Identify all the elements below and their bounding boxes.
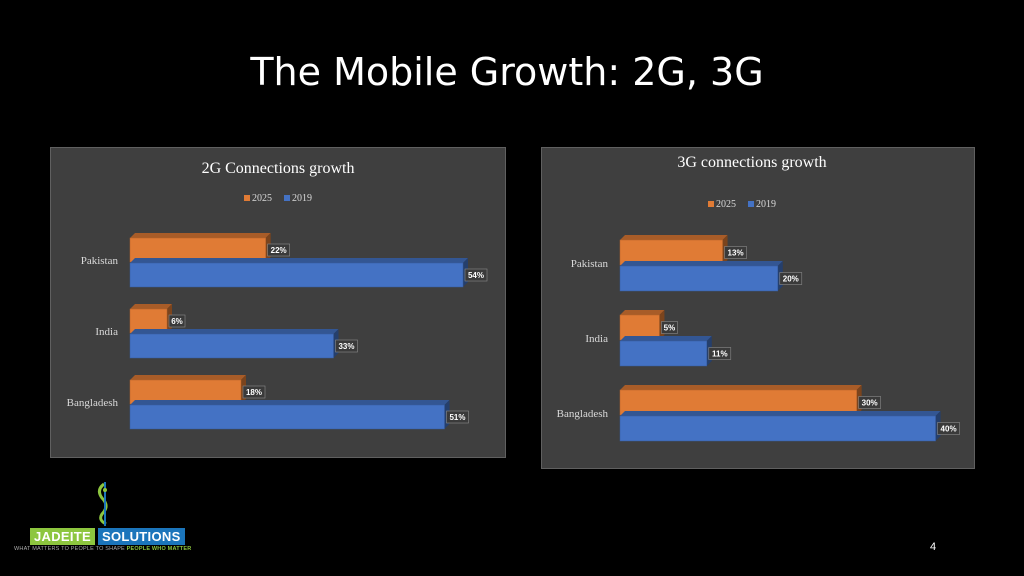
- data-label-2025-bangladesh: 18%: [242, 385, 266, 399]
- data-label-2025-india: 6%: [168, 314, 186, 328]
- chart-title: 2G Connections growth: [202, 160, 355, 177]
- data-label-2019-bangladesh: 40%: [937, 422, 960, 435]
- legend-swatch-2025: [244, 195, 250, 201]
- chart-2g-svg: 2G Connections growth 2025 2019 Pakistan 22%…: [67, 160, 488, 430]
- bar-2019-bangladesh: [129, 400, 450, 430]
- category-label-bangladesh: Bangladesh: [67, 397, 119, 409]
- logo-tagline: WHAT MATTERS TO PEOPLE TO SHAPE PEOPLE W…: [14, 546, 191, 552]
- category-label-pakistan: Pakistan: [81, 255, 119, 267]
- bar-2025-pakistan: [619, 235, 728, 266]
- bar-2025-india: [619, 310, 665, 341]
- legend-swatch-2025: [708, 201, 714, 207]
- bar-2019-pakistan: [619, 261, 783, 292]
- svg-text:5%: 5%: [664, 324, 676, 333]
- logo-word-jadeite: JADEITE: [30, 528, 96, 545]
- chart-2g-connections: 2G Connections growth 2025 2019 Pakistan 22%…: [50, 147, 506, 458]
- bar-2019-pakistan: [129, 258, 468, 288]
- category-label-pakistan: Pakistan: [571, 258, 609, 270]
- chart-3g-connections: 3G connections growth 2025 2019 Pakistan 13%…: [541, 147, 975, 469]
- svg-text:51%: 51%: [449, 413, 465, 422]
- logo-word-solutions: SOLUTIONS: [98, 528, 185, 545]
- svg-text:40%: 40%: [941, 425, 957, 434]
- chart-title: 3G connections growth: [677, 154, 826, 171]
- bar-2019-india: [619, 336, 712, 367]
- data-label-2025-pakistan: 13%: [724, 246, 747, 259]
- data-label-2025-india: 5%: [661, 321, 678, 334]
- legend-label-2019: 2019: [756, 199, 776, 210]
- bar-2025-bangladesh: [129, 375, 246, 405]
- svg-text:18%: 18%: [246, 388, 262, 397]
- bar-2019-india: [129, 329, 339, 359]
- data-label-2019-bangladesh: 51%: [446, 410, 469, 424]
- svg-text:20%: 20%: [783, 275, 799, 284]
- svg-text:11%: 11%: [712, 350, 728, 359]
- svg-text:6%: 6%: [171, 317, 183, 326]
- svg-text:54%: 54%: [468, 271, 484, 280]
- logo-mark-icon: [97, 482, 108, 526]
- svg-text:13%: 13%: [728, 249, 744, 258]
- logo-tagline-part1: WHAT MATTERS TO PEOPLE TO SHAPE: [14, 546, 125, 552]
- legend-label-2025: 2025: [716, 199, 736, 210]
- bar-2025-pakistan: [129, 233, 271, 263]
- slide-title: The Mobile Growth: 2G, 3G: [250, 50, 764, 94]
- data-label-2019-india: 33%: [335, 339, 358, 353]
- category-label-india: India: [95, 326, 118, 338]
- svg-text:22%: 22%: [271, 246, 287, 255]
- category-label-bangladesh: Bangladesh: [557, 408, 609, 420]
- svg-text:30%: 30%: [862, 399, 878, 408]
- category-label-india: India: [585, 333, 608, 345]
- legend-label-2019: 2019: [292, 193, 312, 204]
- bar-2019-bangladesh: [619, 411, 941, 442]
- legend-swatch-2019: [748, 201, 754, 207]
- company-logo: JADEITE SOLUTIONS WHAT MATTERS TO PEOPLE…: [10, 480, 210, 560]
- data-label-2019-india: 11%: [708, 347, 732, 360]
- data-label-2025-pakistan: 22%: [267, 243, 290, 257]
- chart-3g-svg: 3G connections growth 2025 2019 Pakistan 13%…: [557, 154, 960, 442]
- page-number: 4: [930, 541, 937, 553]
- data-label-2019-pakistan: 20%: [779, 272, 803, 285]
- bar-2025-india: [129, 304, 172, 334]
- data-label-2019-pakistan: 54%: [464, 268, 488, 282]
- legend-swatch-2019: [284, 195, 290, 201]
- bar-2025-bangladesh: [619, 385, 862, 416]
- logo-tagline-part2: PEOPLE WHO MATTER: [126, 546, 192, 552]
- svg-text:33%: 33%: [338, 342, 354, 351]
- data-label-2025-bangladesh: 30%: [858, 396, 881, 409]
- legend-label-2025: 2025: [252, 193, 272, 204]
